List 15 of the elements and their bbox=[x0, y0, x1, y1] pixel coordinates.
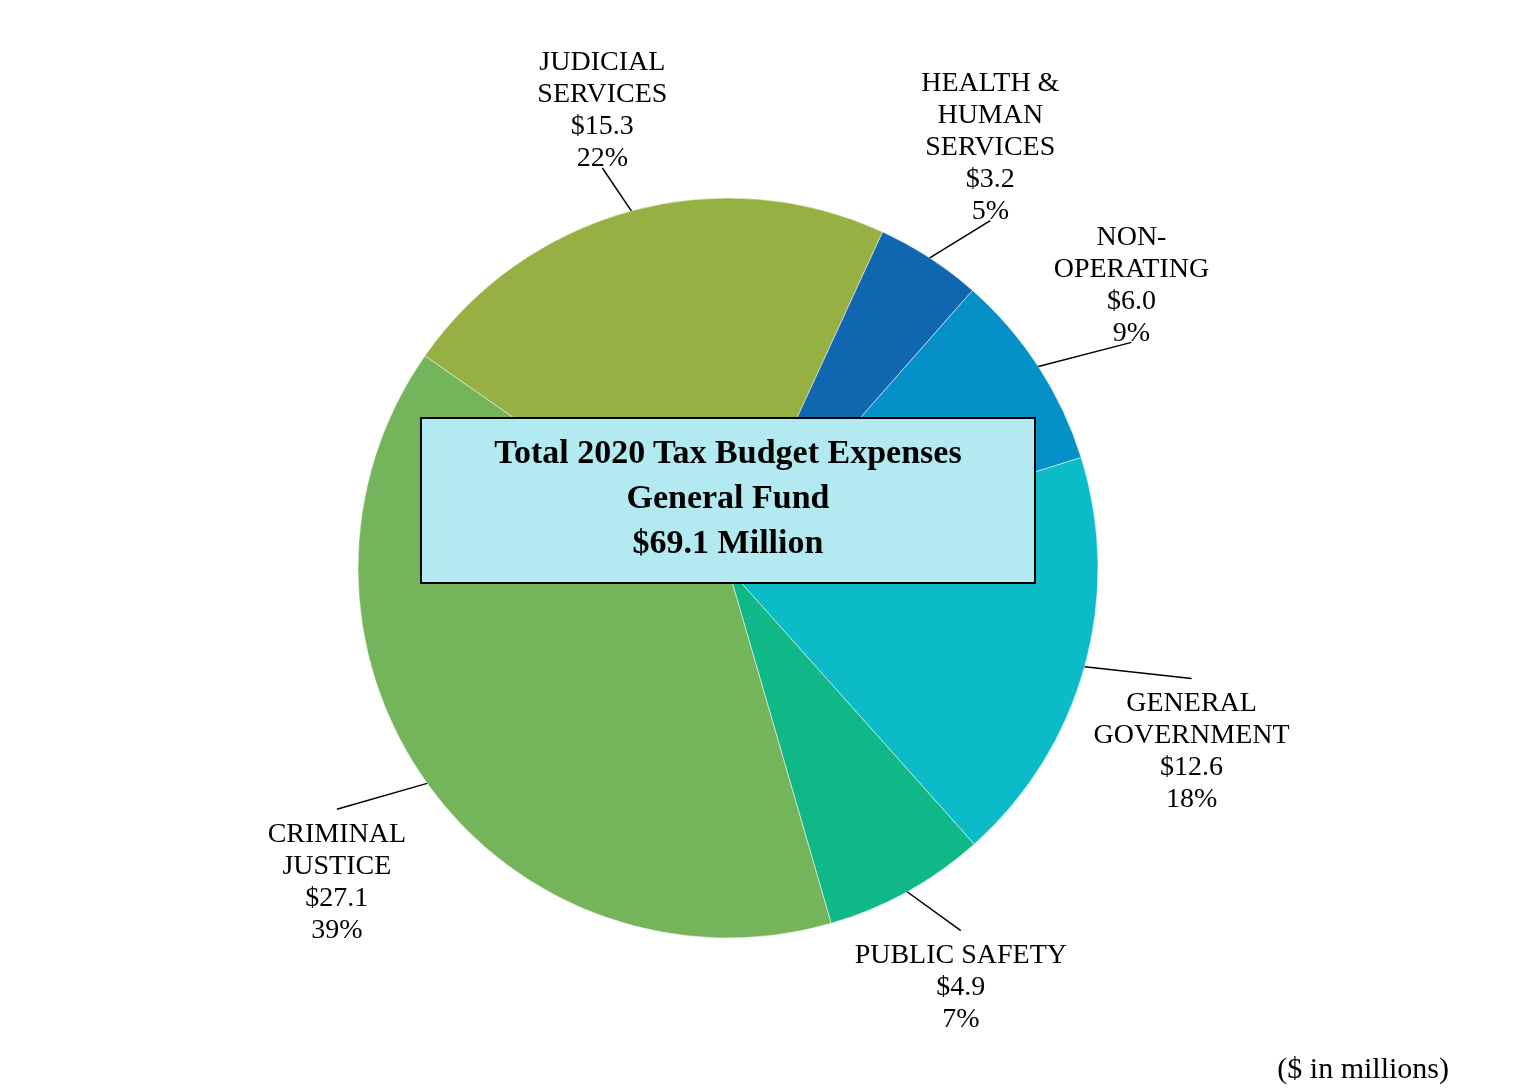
data-label: $12.6 18% bbox=[1160, 749, 1224, 813]
slice-label: JUDICIAL SERVICES bbox=[537, 45, 668, 109]
data-label: $15.3 22% bbox=[570, 109, 634, 173]
slice-label: NON- OPERATING bbox=[1053, 219, 1210, 283]
data-label: $4.9 7% bbox=[936, 970, 986, 1034]
text: Total 2020 Tax Budget Expenses bbox=[494, 433, 962, 470]
data-label: $3.2 5% bbox=[965, 162, 1015, 226]
slice-label: HEALTH & HUMAN SERVICES bbox=[921, 66, 1060, 162]
text: General Fund $69.1 Million bbox=[626, 478, 830, 560]
text: ($ in millions) bbox=[1277, 1051, 1449, 1085]
data-label: $27.1 39% bbox=[305, 880, 369, 944]
slice-label: CRIMINAL JUSTICE bbox=[267, 816, 407, 880]
slice-label: GENERAL GOVERNMENT bbox=[1093, 685, 1290, 749]
slice-label: PUBLIC SAFETY bbox=[854, 938, 1068, 970]
data-label: $6.0 9% bbox=[1106, 283, 1156, 347]
